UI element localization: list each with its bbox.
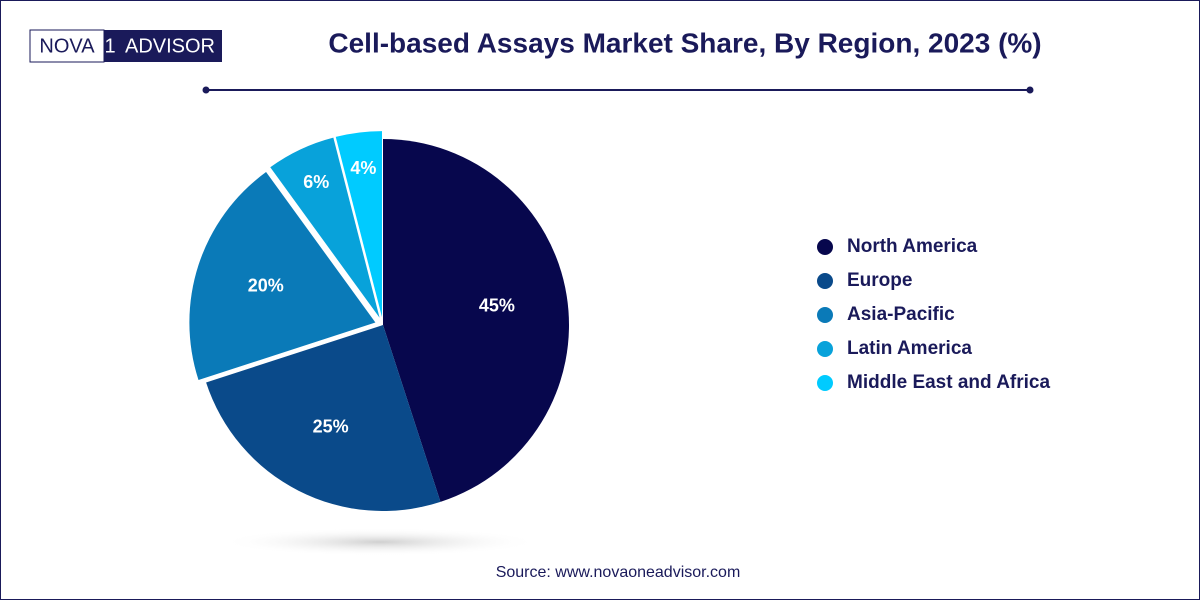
logo-box (29, 29, 105, 63)
legend-swatch (817, 375, 833, 391)
legend-swatch (817, 307, 833, 323)
pie-slice (189, 172, 376, 381)
legend-swatch (817, 273, 833, 289)
rule-dot (1026, 86, 1034, 94)
legend-swatch (817, 341, 833, 357)
chart-title: Cell-based Assays Market Share, By Regio… (328, 27, 1041, 58)
logo-box-dark (104, 30, 222, 62)
logo-left: NOVA (39, 35, 95, 57)
pie-slice (335, 131, 382, 318)
legend-label: North America (847, 236, 978, 257)
legend-label: Asia-Pacific (847, 304, 955, 325)
source: Source: www.novaoneadvisor.com (496, 564, 741, 581)
pie-shadow (220, 528, 540, 556)
data-label: 45% (479, 296, 515, 316)
data-label: 25% (313, 417, 349, 437)
pie-slice (383, 139, 569, 502)
data-label: 20% (248, 276, 284, 296)
pie: 45% 25% 20% 6% 4% (189, 131, 569, 511)
rule-dot (202, 86, 210, 94)
legend-label: Middle East and Africa (847, 372, 1050, 393)
legend-label: Europe (847, 270, 912, 291)
logo-mark: 1 (104, 35, 115, 57)
data-label: 4% (350, 158, 376, 178)
legend-swatch (817, 239, 833, 255)
data-label: 6% (303, 172, 329, 192)
pie-slice (206, 325, 441, 511)
logo-right: ADVISOR (125, 35, 215, 57)
legend: North America Europe Asia-Pacific Latin Ame… (817, 236, 1050, 393)
pie-slice (270, 137, 380, 318)
legend-label: Latin America (847, 338, 972, 359)
